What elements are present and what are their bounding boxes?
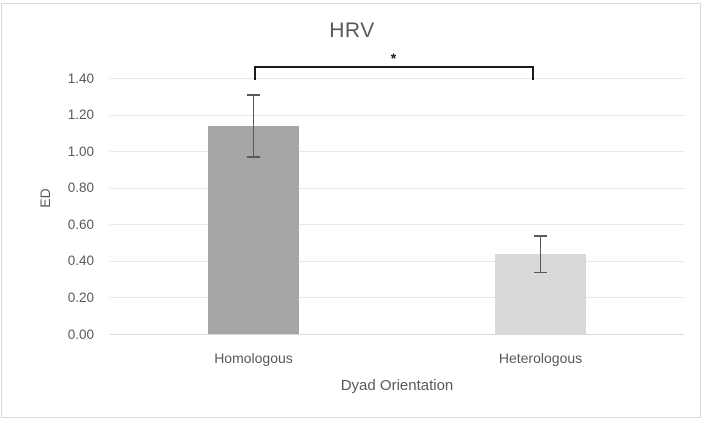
x-category-label: Heterologous — [461, 350, 621, 366]
y-tick-label: 0.80 — [48, 180, 94, 195]
y-tick-label: 0.60 — [48, 217, 94, 232]
gridline — [110, 188, 684, 189]
x-axis-title: Dyad Orientation — [110, 377, 684, 394]
gridline — [110, 224, 684, 225]
error-bar-line — [253, 95, 255, 157]
gridline — [110, 151, 684, 152]
error-bar-cap-top — [247, 94, 260, 96]
significance-bracket-bar — [254, 66, 534, 68]
significance-bracket-left-tick — [254, 66, 256, 80]
y-tick-label: 1.40 — [48, 71, 94, 86]
significance-label: * — [374, 50, 414, 66]
plot-area: 0.00 0.20 0.40 0.60 0.80 1.00 1.20 1.40 Homologo… — [0, 0, 710, 427]
y-tick-label: 0.40 — [48, 253, 94, 268]
x-category-label: Homologous — [174, 350, 334, 366]
error-bar-line — [540, 236, 542, 273]
error-bar-cap-bottom — [534, 272, 547, 274]
y-tick-label: 1.00 — [48, 144, 94, 159]
significance-bracket-right-tick — [532, 66, 534, 80]
error-bar-cap-top — [534, 235, 547, 237]
y-axis-title: ED — [37, 178, 53, 218]
y-tick-label: 1.20 — [48, 107, 94, 122]
error-bar-cap-bottom — [247, 156, 260, 158]
gridline — [110, 115, 684, 116]
chart-title: HRV — [1, 19, 703, 43]
y-tick-label: 0.00 — [48, 327, 94, 342]
y-tick-label: 0.20 — [48, 290, 94, 305]
bar-chart: 0.00 0.20 0.40 0.60 0.80 1.00 1.20 1.40 Homologo… — [0, 0, 710, 427]
x-axis-line — [110, 334, 684, 335]
gridline — [110, 297, 684, 298]
gridline — [110, 261, 684, 262]
gridline — [110, 78, 684, 79]
